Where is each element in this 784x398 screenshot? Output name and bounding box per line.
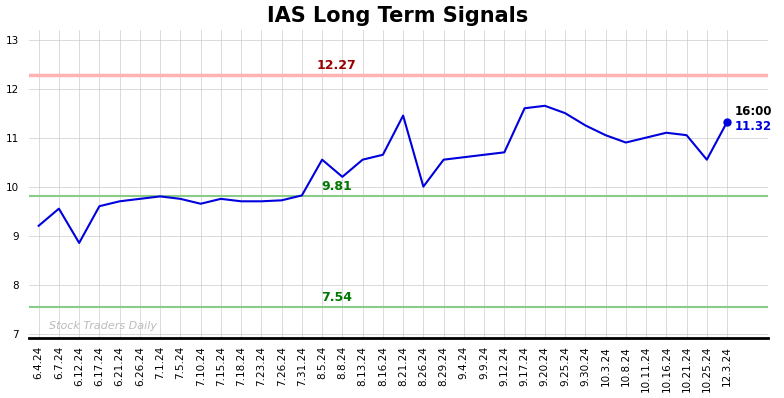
Title: IAS Long Term Signals: IAS Long Term Signals — [267, 6, 528, 25]
Text: 16:00: 16:00 — [735, 105, 773, 118]
Text: 7.54: 7.54 — [321, 291, 352, 304]
Text: Stock Traders Daily: Stock Traders Daily — [49, 321, 157, 331]
Text: 11.32: 11.32 — [735, 120, 772, 133]
Text: 12.27: 12.27 — [317, 59, 356, 72]
Text: 9.81: 9.81 — [321, 179, 352, 193]
